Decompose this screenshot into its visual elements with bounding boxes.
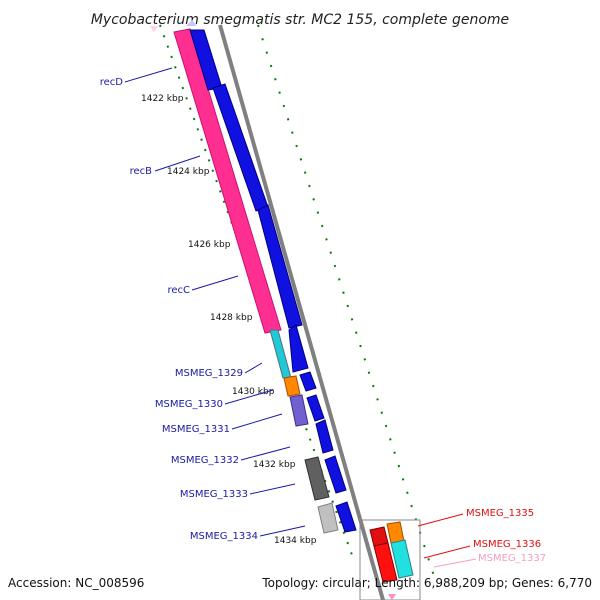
genome-backbone xyxy=(218,24,385,600)
leader-recC xyxy=(191,275,239,291)
gene-label-msmeg-1335[interactable]: MSMEG_1335 xyxy=(466,508,534,519)
gene-label-msmeg-1334[interactable]: MSMEG_1334 xyxy=(190,531,258,542)
gene-label-recD[interactable]: recD xyxy=(100,77,124,88)
leader-recD xyxy=(124,67,173,83)
gene-msmeg-1336-cyan xyxy=(390,539,414,579)
gene-msmeg-1334 xyxy=(317,502,339,534)
gene-blue-3 xyxy=(257,204,303,329)
gene-label-msmeg-1331[interactable]: MSMEG_1331 xyxy=(162,424,230,435)
leader-msmeg-1333 xyxy=(249,483,296,495)
gene-label-msmeg-1336[interactable]: MSMEG_1336 xyxy=(473,539,541,550)
gene-msmeg-1331 xyxy=(289,394,309,427)
gene-blue-4 xyxy=(288,324,309,373)
gene-blue-5 xyxy=(299,371,317,392)
gene-blue-8 xyxy=(324,455,347,494)
top-marker-pink xyxy=(150,26,158,32)
gene-label-msmeg-1333[interactable]: MSMEG_1333 xyxy=(180,489,248,500)
gene-msmeg-1329 xyxy=(269,329,292,379)
tick-label-1426: 1426 kbp xyxy=(188,240,231,250)
zoom-frame xyxy=(359,519,421,600)
gene-label-msmeg-1332[interactable]: MSMEG_1332 xyxy=(171,455,239,466)
leader-msmeg-1334 xyxy=(259,525,306,537)
gene-msmeg-1335-orange xyxy=(386,521,405,544)
leader-recB xyxy=(154,155,201,172)
tick-label-1434: 1434 kbp xyxy=(274,536,317,546)
gene-msmeg-1330 xyxy=(283,375,301,397)
topology-label: Topology: circular; Length: 6,988,209 bp… xyxy=(261,576,592,590)
gene-blue-7 xyxy=(315,419,334,454)
gene-label-recB[interactable]: recB xyxy=(130,166,153,177)
leader-msmeg-1332 xyxy=(240,446,291,461)
leader-msmeg-1330 xyxy=(224,389,274,405)
gene-label-msmeg-1337[interactable]: MSMEG_1337 xyxy=(478,553,546,564)
gene-label-recC[interactable]: recC xyxy=(167,285,190,296)
gene-msmeg-1336-red xyxy=(373,542,398,583)
tick-label-1422: 1422 kbp xyxy=(141,94,184,104)
gene-blue-6 xyxy=(306,394,325,422)
leader-msmeg-1329 xyxy=(244,362,263,374)
accession-label: Accession: NC_008596 xyxy=(8,576,144,590)
gene-blue-9 xyxy=(335,501,357,533)
leader-msmeg-1337 xyxy=(433,558,477,568)
leader-msmeg-1336 xyxy=(423,545,471,559)
bottom-marker-pink xyxy=(388,594,396,600)
leader-msmeg-1335 xyxy=(417,513,464,527)
gene-msmeg-1333 xyxy=(304,456,330,501)
tick-label-1432: 1432 kbp xyxy=(253,460,296,470)
tick-track-right xyxy=(257,24,441,596)
gene-label-msmeg-1330[interactable]: MSMEG_1330 xyxy=(155,399,223,410)
map-title: Mycobacterium smegmatis str. MC2 155, co… xyxy=(91,12,509,28)
gene-label-msmeg-1329[interactable]: MSMEG_1329 xyxy=(175,368,243,379)
recBCD-block xyxy=(173,28,282,334)
tick-label-1428: 1428 kbp xyxy=(210,313,253,323)
leader-msmeg-1331 xyxy=(231,413,283,430)
tick-label-1430: 1430 kbp xyxy=(232,387,275,397)
top-arrow-marker xyxy=(186,20,197,26)
tick-label-1424: 1424 kbp xyxy=(167,167,210,177)
